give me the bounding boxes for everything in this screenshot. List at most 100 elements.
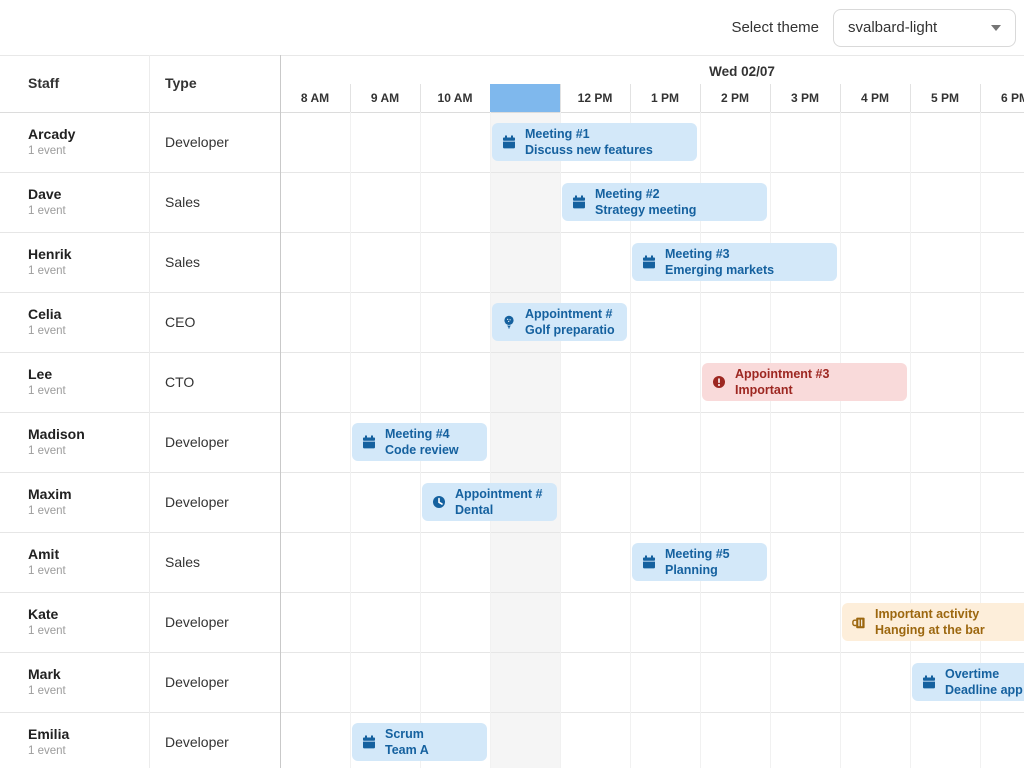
staff-name: Arcady	[28, 125, 76, 142]
event-title: Meeting #2	[595, 187, 660, 201]
grid-line	[0, 232, 1024, 233]
staff-event-count: 1 event	[28, 504, 66, 517]
resource-type-cell: Sales	[165, 194, 201, 210]
time-slot[interactable]: 3 PM	[790, 91, 819, 105]
resource-staff-cell: Amit 1 event	[0, 532, 149, 592]
grid-line	[770, 112, 771, 768]
time-slot[interactable]: 4 PM	[860, 91, 889, 105]
event-title: Meeting #1	[525, 127, 590, 141]
event-title: Meeting #3	[665, 247, 730, 261]
calendar-icon	[362, 735, 376, 749]
resource-type-cell: Developer	[165, 734, 229, 750]
staff-column-header: Staff	[28, 75, 60, 91]
staff-event-count: 1 event	[28, 624, 66, 637]
event-subtitle: Strategy meeting	[595, 203, 697, 217]
staff-name: Amit	[28, 545, 60, 562]
time-slot[interactable]: 8 AM	[300, 91, 330, 105]
staff-event-count: 1 event	[28, 264, 66, 277]
resource-staff-cell: Madison 1 event	[0, 412, 149, 472]
event-title: Meeting #4	[385, 427, 450, 441]
staff-event-count: 1 event	[28, 444, 66, 457]
staff-name: Lee	[28, 365, 53, 382]
staff-event-count: 1 event	[28, 324, 66, 337]
time-slot[interactable]: 2 PM	[720, 91, 749, 105]
resource-staff-cell: Lee 1 event	[0, 352, 149, 412]
grid-line	[420, 84, 421, 112]
theme-select-label: Select theme	[731, 19, 819, 36]
grid-line	[350, 112, 351, 768]
grid-line	[630, 84, 631, 112]
event-subtitle: Hanging at the bar	[875, 623, 985, 637]
toolbar: Select theme svalbard-light	[0, 0, 1024, 55]
time-slot[interactable]: 6 PM	[1000, 91, 1024, 105]
resource-type-cell: Developer	[165, 434, 229, 450]
event-chip[interactable]: Scrum Team A	[352, 723, 487, 761]
event-chip[interactable]: Appointment # Dental	[422, 483, 557, 521]
grid-line	[560, 84, 561, 112]
time-slot[interactable]: 5 PM	[930, 91, 959, 105]
event-chip[interactable]: Important activity Hanging at the bar	[842, 603, 1024, 641]
grid-line	[0, 412, 1024, 413]
event-chip[interactable]: Appointment #3 Important	[702, 363, 907, 401]
staff-event-count: 1 event	[28, 564, 66, 577]
event-subtitle: Important	[735, 383, 793, 397]
staff-name: Maxim	[28, 485, 72, 502]
calendar-icon	[642, 255, 656, 269]
grid-line	[0, 592, 1024, 593]
event-chip[interactable]: Meeting #3 Emerging markets	[632, 243, 837, 281]
resource-staff-cell: Maxim 1 event	[0, 472, 149, 532]
grid-line	[700, 112, 701, 768]
grid-line	[980, 112, 981, 768]
resource-type-cell: CEO	[165, 314, 196, 330]
alert-icon	[712, 375, 726, 389]
time-slot[interactable]: 12 PM	[577, 91, 613, 105]
golf-icon	[502, 315, 516, 329]
resource-type-cell: Sales	[165, 254, 201, 270]
type-column-header: Type	[165, 75, 197, 91]
time-slot-selected[interactable]	[490, 84, 560, 112]
time-slot[interactable]: 10 AM	[437, 91, 473, 105]
grid-line	[0, 352, 1024, 353]
event-subtitle: Golf preparatio	[525, 323, 615, 337]
event-subtitle: Dental	[455, 503, 494, 517]
grid-line	[0, 472, 1024, 473]
grid-line	[0, 172, 1024, 173]
staff-name: Celia	[28, 305, 62, 322]
time-slot[interactable]: 9 AM	[370, 91, 400, 105]
event-subtitle: Team A	[385, 743, 429, 757]
event-subtitle: Code review	[385, 443, 459, 457]
event-chip[interactable]: Meeting #5 Planning	[632, 543, 767, 581]
grid-line	[700, 84, 701, 112]
beer-icon	[852, 615, 866, 629]
event-chip[interactable]: Appointment # Golf preparatio	[492, 303, 627, 341]
grid-line	[840, 84, 841, 112]
date-header: Wed 02/07	[709, 64, 775, 79]
calendar-icon	[642, 555, 656, 569]
event-chip[interactable]: Meeting #1 Discuss new features	[492, 123, 697, 161]
event-chip[interactable]: Meeting #4 Code review	[352, 423, 487, 461]
resource-type-cell: CTO	[165, 374, 195, 390]
grid-line	[630, 112, 631, 768]
event-subtitle: Discuss new features	[525, 143, 653, 157]
theme-select[interactable]: svalbard-light	[833, 8, 1016, 47]
grid-line	[980, 84, 981, 112]
resource-type-cell: Developer	[165, 134, 229, 150]
staff-name: Madison	[28, 425, 85, 442]
staff-event-count: 1 event	[28, 144, 66, 157]
resource-type-cell: Developer	[165, 674, 229, 690]
grid-line	[0, 532, 1024, 533]
staff-event-count: 1 event	[28, 204, 66, 217]
event-title: Overtime	[945, 667, 1000, 681]
event-chip[interactable]: Meeting #2 Strategy meeting	[562, 183, 767, 221]
grid-line	[350, 84, 351, 112]
resource-staff-cell: Kate 1 event	[0, 592, 149, 652]
staff-name: Emilia	[28, 725, 70, 742]
staff-event-count: 1 event	[28, 744, 66, 757]
calendar-icon	[502, 135, 516, 149]
event-chip[interactable]: Overtime Deadline app	[912, 663, 1024, 701]
grid-line	[490, 112, 491, 768]
event-title: Appointment #	[455, 487, 543, 501]
event-title: Important activity	[875, 607, 980, 621]
time-slot[interactable]: 1 PM	[650, 91, 679, 105]
selected-column-highlight	[490, 112, 560, 768]
